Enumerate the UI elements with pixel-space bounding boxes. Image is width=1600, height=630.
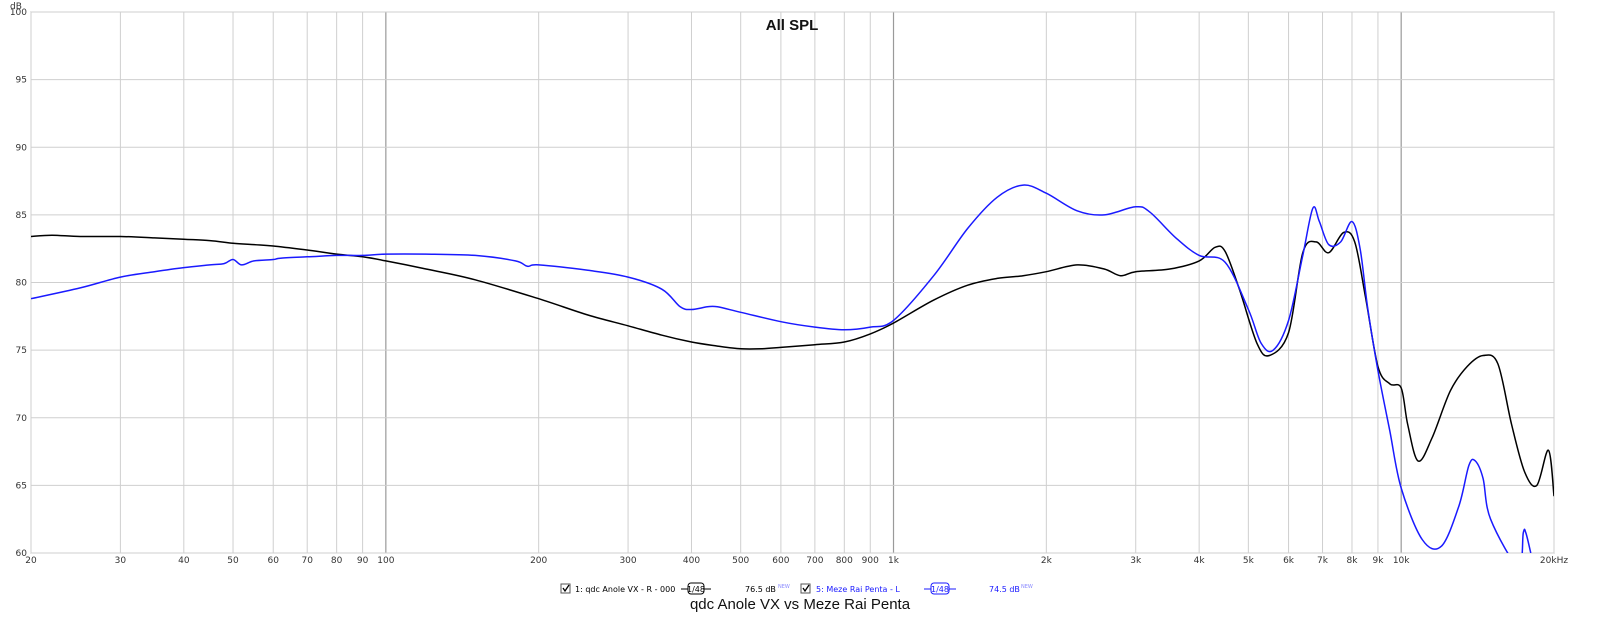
x-tick-label: 60 bbox=[267, 556, 279, 566]
series-1-smoothing-icon[interactable]: 1/48 bbox=[681, 582, 711, 595]
series-2-name: 5: Meze Rai Penta - L bbox=[816, 585, 900, 594]
x-tick-label: 900 bbox=[862, 556, 879, 566]
x-tick-label: 30 bbox=[115, 556, 127, 566]
x-tick-label: 5k bbox=[1243, 556, 1255, 566]
x-tick-label: 100 bbox=[377, 556, 394, 566]
x-tick-label: 800 bbox=[836, 556, 853, 566]
chart-caption: qdc Anole VX vs Meze Rai Penta bbox=[689, 596, 911, 613]
series-1-level: 76.5 dB bbox=[745, 585, 776, 594]
x-tick-label: 90 bbox=[357, 556, 369, 566]
x-tick-label: 200 bbox=[530, 556, 547, 566]
series-2-level: 74.5 dB bbox=[989, 585, 1020, 594]
legend-item-series-2[interactable]: 5: Meze Rai Penta - L 1/48 74.5 dB NEW bbox=[800, 582, 1033, 595]
svg-text:1/48: 1/48 bbox=[687, 585, 705, 594]
x-tick-label: 40 bbox=[178, 556, 190, 566]
x-tick-label: 4k bbox=[1194, 556, 1206, 566]
series-1-checkbox[interactable] bbox=[560, 583, 571, 594]
y-tick-label: 80 bbox=[16, 279, 28, 289]
y-tick-label: 100 bbox=[10, 8, 27, 18]
x-axis-ticks: 20 30 40 50 60 70 80 90 100 200 300 400 500 600 700 800… bbox=[25, 556, 1568, 566]
y-tick-label: 85 bbox=[16, 211, 27, 221]
x-tick-label: 8k bbox=[1347, 556, 1359, 566]
x-tick-label: 80 bbox=[331, 556, 343, 566]
legend: 1: qdc Anole VX - R - 000 1/48 76.5 dB N… bbox=[560, 582, 1033, 595]
y-axis-ticks: 60 65 70 75 80 85 90 95 100 bbox=[10, 8, 27, 559]
y-tick-label: 70 bbox=[16, 414, 28, 424]
series-2-checkbox[interactable] bbox=[800, 583, 811, 594]
series-2-level-sup: NEW bbox=[1021, 584, 1033, 590]
x-tick-label: 600 bbox=[772, 556, 789, 566]
checkmark-icon bbox=[562, 584, 570, 593]
x-tick-label: 50 bbox=[227, 556, 239, 566]
x-tick-label: 2k bbox=[1041, 556, 1053, 566]
y-tick-label: 75 bbox=[16, 346, 27, 356]
y-tick-label: 65 bbox=[16, 481, 27, 491]
curves bbox=[31, 184, 1554, 553]
y-tick-label: 90 bbox=[16, 143, 28, 153]
x-tick-label: 700 bbox=[806, 556, 823, 566]
x-tick-label: 10k bbox=[1393, 556, 1410, 566]
x-tick-label: 20kHz bbox=[1540, 556, 1568, 566]
series-1-name: 1: qdc Anole VX - R - 000 bbox=[575, 585, 675, 594]
x-tick-label: 7k bbox=[1317, 556, 1329, 566]
y-tick-label: 60 bbox=[16, 549, 28, 559]
y-tick-label: 95 bbox=[16, 76, 27, 86]
grid bbox=[30, 11, 1555, 554]
chart-title: All SPL bbox=[766, 17, 819, 34]
x-tick-label: 6k bbox=[1283, 556, 1295, 566]
x-tick-label: 20 bbox=[25, 556, 37, 566]
series-2-smoothing-icon[interactable]: 1/48 bbox=[924, 582, 956, 595]
x-tick-label: 9k bbox=[1372, 556, 1384, 566]
x-tick-label: 1k bbox=[888, 556, 900, 566]
y-axis-label: dB bbox=[10, 2, 22, 12]
x-tick-label: 300 bbox=[619, 556, 636, 566]
x-tick-label: 500 bbox=[732, 556, 749, 566]
series-2-line bbox=[31, 184, 1532, 553]
series-1-level-sup: NEW bbox=[778, 584, 790, 590]
svg-text:1/48: 1/48 bbox=[931, 585, 949, 594]
legend-item-series-1[interactable]: 1: qdc Anole VX - R - 000 1/48 76.5 dB N… bbox=[560, 582, 790, 595]
series-1-line bbox=[31, 230, 1554, 497]
x-tick-label: 3k bbox=[1130, 556, 1142, 566]
x-tick-label: 400 bbox=[683, 556, 700, 566]
checkmark-icon bbox=[802, 584, 810, 593]
x-tick-label: 70 bbox=[301, 556, 313, 566]
